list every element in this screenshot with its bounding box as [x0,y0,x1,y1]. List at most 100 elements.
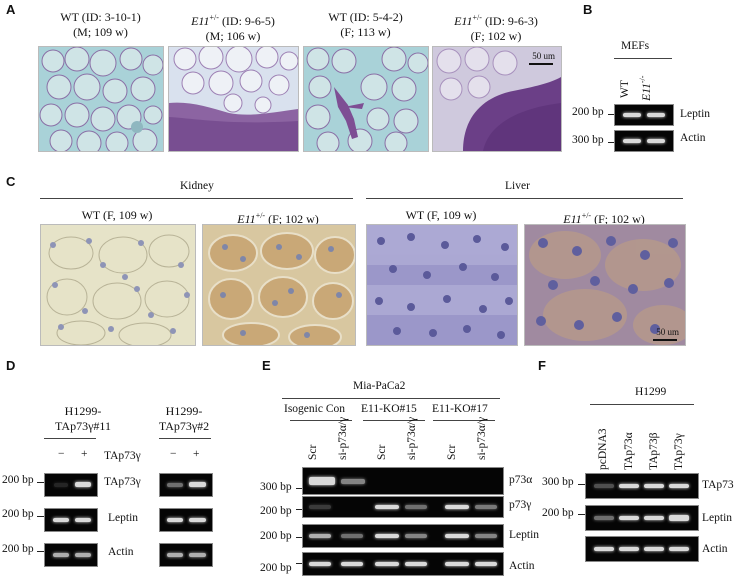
band [445,562,469,566]
panel-d-gel-actin-2 [159,543,213,567]
panel-b-marker-200: 200 bp [572,106,604,118]
panel-c-group-kidney: Kidney [180,180,214,192]
panel-d-rule-1 [44,438,96,439]
band [669,484,689,488]
he-micrograph-wt-5-4-2 [303,46,429,152]
panel-e-lane-6: si-p73α/γ [476,416,488,460]
band [594,484,614,488]
scale-label-a: 50 um [532,51,555,61]
panel-e-band-p73g: p73γ [509,499,532,511]
panel-d-line-1: H1299- TAp73γ#11 [55,404,111,433]
band [53,518,69,522]
panel-b-header-rule [614,58,672,59]
band [189,518,206,522]
panel-d-treatment: TAp73γ [104,450,141,462]
panel-f-lane-3: TAp73β [648,432,660,470]
panel-b-lane-e11: E11-/- [638,75,653,101]
panel-d-plus-1: + [81,448,88,460]
panel-c-caption-3: WT (F, 109 w) [405,208,477,222]
panel-d-band-tap73: TAp73γ [104,476,141,488]
ihc-liver-e11: 50 um [524,224,686,346]
panel-a-caption-1: WT (ID: 3-10-1) (M; 109 w) [60,10,141,39]
panel-e-lane-3: Scr [376,444,388,460]
panel-e-group-rule-2 [363,420,425,421]
scale-label-c: 50 um [656,327,679,337]
band [623,139,641,143]
panel-d-gel-tap73-1 [44,473,98,497]
panel-e-gel-p73a [302,467,504,495]
panel-f-gel-tap73 [585,473,699,499]
panel-d-marker-tick-3 [37,551,45,552]
panel-e-marker-tick-1 [296,488,304,489]
panel-e-cell-line: Mia-PaCa2 [353,380,406,392]
panel-f-band-actin: Actin [702,543,728,555]
panel-c-kidney-rule [40,198,353,199]
panel-e-band-actin: Actin [509,560,535,572]
band [309,534,331,538]
panel-f-lane-2: TAp73α [623,432,635,470]
panel-letter-e: E [262,358,271,373]
panel-b-gel-actin [614,130,674,152]
panel-d-band-leptin: Leptin [108,512,139,524]
panel-letter-b: B [583,2,593,17]
band [167,518,183,522]
panel-d-gel-actin-1 [44,543,98,567]
panel-e-marker-2: 200 bp [260,505,292,517]
panel-e-group-1: Isogenic Con [284,403,346,415]
band [475,505,497,509]
panel-d-marker-3: 200 bp [2,543,34,555]
ihc-kidney-wt [40,224,196,346]
panel-c-caption-1: WT (F, 109 w) [81,208,153,222]
panel-b-marker-300: 300 bp [572,134,604,146]
band [75,482,91,487]
panel-b-marker-tick-1 [608,114,616,115]
panel-d-gel-leptin-1 [44,508,98,532]
band [405,505,427,509]
panel-d-band-actin: Actin [108,546,134,558]
panel-d-minus-1: − [58,448,65,460]
panel-d-marker-1: 200 bp [2,474,34,486]
panel-e-marker-tick-2 [296,509,304,510]
panel-letter-a: A [6,2,16,17]
band [375,505,399,509]
panel-e-marker-tick-3 [296,537,304,538]
panel-e-group-2: E11-KO#15 [361,403,417,415]
band [594,516,614,520]
band [341,534,363,538]
band [405,534,427,538]
panel-b-band-actin: Actin [680,132,706,144]
band [647,139,665,143]
panel-a-caption-3: WT (ID: 5-4-2) (F; 113 w) [328,10,403,39]
band [594,547,614,551]
band [189,482,206,487]
panel-c-liver-rule [366,198,683,199]
panel-e-marker-1: 300 bp [260,481,292,493]
panel-e-lane-2: si-p73α/γ [337,416,349,460]
panel-e-marker-4: 200 bp [260,562,292,574]
panel-d-marker-2: 200 bp [2,508,34,520]
panel-e-cell-line-rule [282,398,500,399]
band [167,553,183,557]
band [341,479,365,484]
panel-e-marker-tick-4 [296,563,304,564]
panel-f-cell-line-rule [590,404,694,405]
panel-f-marker-tick-1 [578,484,586,485]
panel-e-lane-5: Scr [446,444,458,460]
band [475,534,497,538]
panel-e-group-rule-1 [290,420,352,421]
panel-d-line-2: H1299- TAp73γ#2 [158,404,210,433]
band [647,113,665,117]
panel-f-band-tap73: TAp73 [702,479,734,491]
panel-f-gel-actin [585,536,699,562]
panel-d-gel-tap73-2 [159,473,213,497]
band [375,562,399,566]
scale-bar-c [653,339,677,341]
panel-f-lane-1: pcDNA3 [597,428,609,470]
band [644,547,664,551]
panel-f-cell-line: H1299 [635,386,667,398]
ihc-kidney-e11 [202,224,356,346]
panel-e-lane-1: Scr [307,444,319,460]
band [619,484,639,488]
panel-f-gel-leptin [585,505,699,531]
panel-letter-c: C [6,174,16,189]
